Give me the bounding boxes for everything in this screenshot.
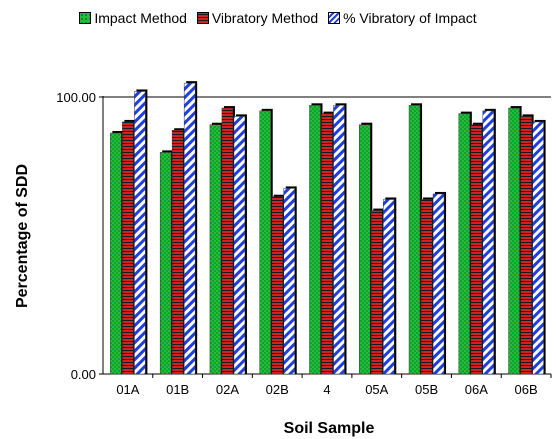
bar-percent-06B: [532, 121, 544, 375]
y-tick-label: 0.00: [71, 367, 96, 382]
legend-swatch-percent: [328, 12, 341, 24]
bar-impact-05B: [408, 105, 421, 375]
legend-label-percent: % Vibratory of Impact: [343, 10, 477, 26]
bar-vibratory-05B: [420, 199, 433, 375]
bar-vibratory-01B: [171, 129, 184, 375]
bar-percent-05A: [383, 199, 395, 375]
x-tick-label: 4: [323, 382, 330, 397]
y-tick-label: 100.00: [56, 90, 96, 105]
bar-vibratory-06A: [470, 124, 483, 375]
bar-percent-02A: [233, 116, 246, 375]
bar-percent-05B: [432, 193, 445, 375]
plot-area: 0.00 100.00 01A 01B 02A 02B 4 05A 05B 06A 06B: [56, 81, 552, 397]
x-tick-label: 05A: [365, 382, 388, 397]
legend-label-impact: Impact Method: [94, 10, 187, 26]
bar-vibratory-02B: [271, 196, 283, 375]
bar-impact-01B: [159, 152, 172, 375]
bar-vibratory-05A: [371, 210, 383, 375]
x-tick-label: 02A: [216, 382, 239, 397]
x-tick-label: 02B: [266, 382, 289, 397]
bar-vibratory-01A: [122, 121, 134, 375]
bar-percent-06A: [482, 110, 495, 375]
y-axis-title: Percentage of SDD: [14, 164, 31, 308]
x-axis-title: Soil Sample: [284, 420, 375, 437]
legend: Impact Method Vibratory Method % Vibrato…: [0, 10, 556, 27]
bar-impact-01A: [110, 132, 122, 375]
x-tick-label: 06A: [465, 382, 488, 397]
bar-percent-01A: [134, 91, 146, 375]
legend-swatch-vibratory: [196, 12, 209, 24]
bar-percent-01B: [183, 82, 196, 375]
bar-impact-4: [309, 105, 321, 375]
bar-percent-02B: [283, 188, 295, 375]
legend-item-percent: % Vibratory of Impact: [328, 10, 477, 26]
x-tick-label: 01B: [166, 382, 189, 397]
x-tick-label: 01A: [116, 382, 139, 397]
x-tick-label: 05B: [415, 382, 438, 397]
bar-percent-4: [333, 105, 345, 375]
legend-item-impact: Impact Method: [79, 10, 187, 26]
bar-vibratory-4: [321, 113, 333, 375]
legend-label-vibratory: Vibratory Method: [211, 10, 319, 26]
legend-swatch-impact: [79, 12, 92, 24]
bar-impact-05A: [359, 124, 371, 375]
bar-impact-02A: [209, 124, 222, 375]
bar-vibratory-06B: [520, 116, 532, 375]
bar-impact-02B: [259, 110, 271, 375]
bar-impact-06A: [458, 113, 471, 375]
legend-item-vibratory: Vibratory Method: [196, 10, 319, 26]
bar-impact-06B: [508, 107, 520, 375]
bar-vibratory-02A: [221, 107, 234, 375]
x-tick-label: 06B: [515, 382, 538, 397]
